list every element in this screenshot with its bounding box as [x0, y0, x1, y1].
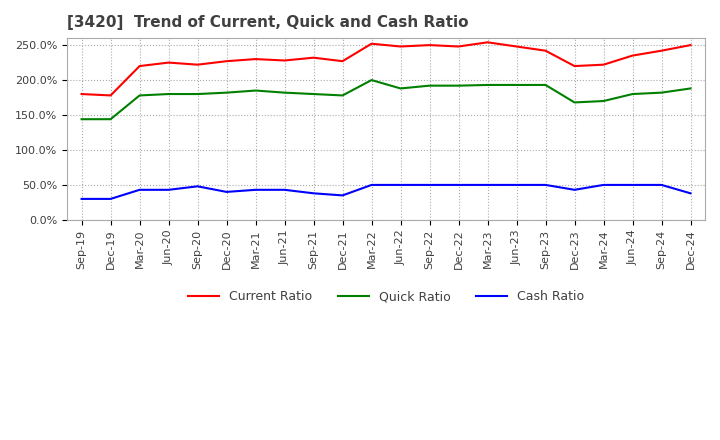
Quick Ratio: [280, 90, 289, 95]
Current Ratio: [570, 63, 579, 69]
Current Ratio: [135, 63, 144, 69]
Current Ratio: [657, 48, 666, 53]
Cash Ratio: [599, 182, 608, 187]
Quick Ratio: [686, 86, 695, 91]
Line: Current Ratio: Current Ratio: [81, 42, 690, 95]
Cash Ratio: [107, 196, 115, 202]
Quick Ratio: [309, 92, 318, 97]
Current Ratio: [77, 92, 86, 97]
Cash Ratio: [512, 182, 521, 187]
Current Ratio: [454, 44, 463, 49]
Quick Ratio: [396, 86, 405, 91]
Current Ratio: [367, 41, 376, 46]
Cash Ratio: [454, 182, 463, 187]
Quick Ratio: [222, 90, 231, 95]
Current Ratio: [426, 43, 434, 48]
Quick Ratio: [570, 100, 579, 105]
Text: [3420]  Trend of Current, Quick and Cash Ratio: [3420] Trend of Current, Quick and Cash …: [67, 15, 469, 30]
Cash Ratio: [164, 187, 173, 192]
Quick Ratio: [367, 77, 376, 83]
Cash Ratio: [193, 183, 202, 189]
Quick Ratio: [599, 99, 608, 104]
Quick Ratio: [251, 88, 260, 93]
Current Ratio: [193, 62, 202, 67]
Cash Ratio: [367, 182, 376, 187]
Quick Ratio: [512, 82, 521, 88]
Quick Ratio: [164, 92, 173, 97]
Quick Ratio: [193, 92, 202, 97]
Cash Ratio: [657, 182, 666, 187]
Cash Ratio: [251, 187, 260, 192]
Current Ratio: [164, 60, 173, 65]
Current Ratio: [222, 59, 231, 64]
Cash Ratio: [309, 191, 318, 196]
Cash Ratio: [570, 187, 579, 192]
Current Ratio: [107, 93, 115, 98]
Cash Ratio: [541, 182, 550, 187]
Legend: Current Ratio, Quick Ratio, Cash Ratio: Current Ratio, Quick Ratio, Cash Ratio: [183, 285, 589, 308]
Current Ratio: [251, 56, 260, 62]
Quick Ratio: [454, 83, 463, 88]
Cash Ratio: [396, 182, 405, 187]
Cash Ratio: [77, 196, 86, 202]
Line: Quick Ratio: Quick Ratio: [81, 80, 690, 119]
Cash Ratio: [135, 187, 144, 192]
Cash Ratio: [686, 191, 695, 196]
Cash Ratio: [280, 187, 289, 192]
Current Ratio: [599, 62, 608, 67]
Quick Ratio: [135, 93, 144, 98]
Quick Ratio: [426, 83, 434, 88]
Cash Ratio: [628, 182, 636, 187]
Current Ratio: [396, 44, 405, 49]
Current Ratio: [280, 58, 289, 63]
Quick Ratio: [77, 117, 86, 122]
Current Ratio: [512, 44, 521, 49]
Cash Ratio: [338, 193, 347, 198]
Current Ratio: [686, 43, 695, 48]
Quick Ratio: [107, 117, 115, 122]
Cash Ratio: [222, 189, 231, 194]
Current Ratio: [309, 55, 318, 60]
Current Ratio: [541, 48, 550, 53]
Cash Ratio: [426, 182, 434, 187]
Quick Ratio: [338, 93, 347, 98]
Quick Ratio: [657, 90, 666, 95]
Line: Cash Ratio: Cash Ratio: [81, 185, 690, 199]
Current Ratio: [628, 53, 636, 58]
Quick Ratio: [628, 92, 636, 97]
Quick Ratio: [483, 82, 492, 88]
Current Ratio: [483, 40, 492, 45]
Quick Ratio: [541, 82, 550, 88]
Cash Ratio: [483, 182, 492, 187]
Current Ratio: [338, 59, 347, 64]
